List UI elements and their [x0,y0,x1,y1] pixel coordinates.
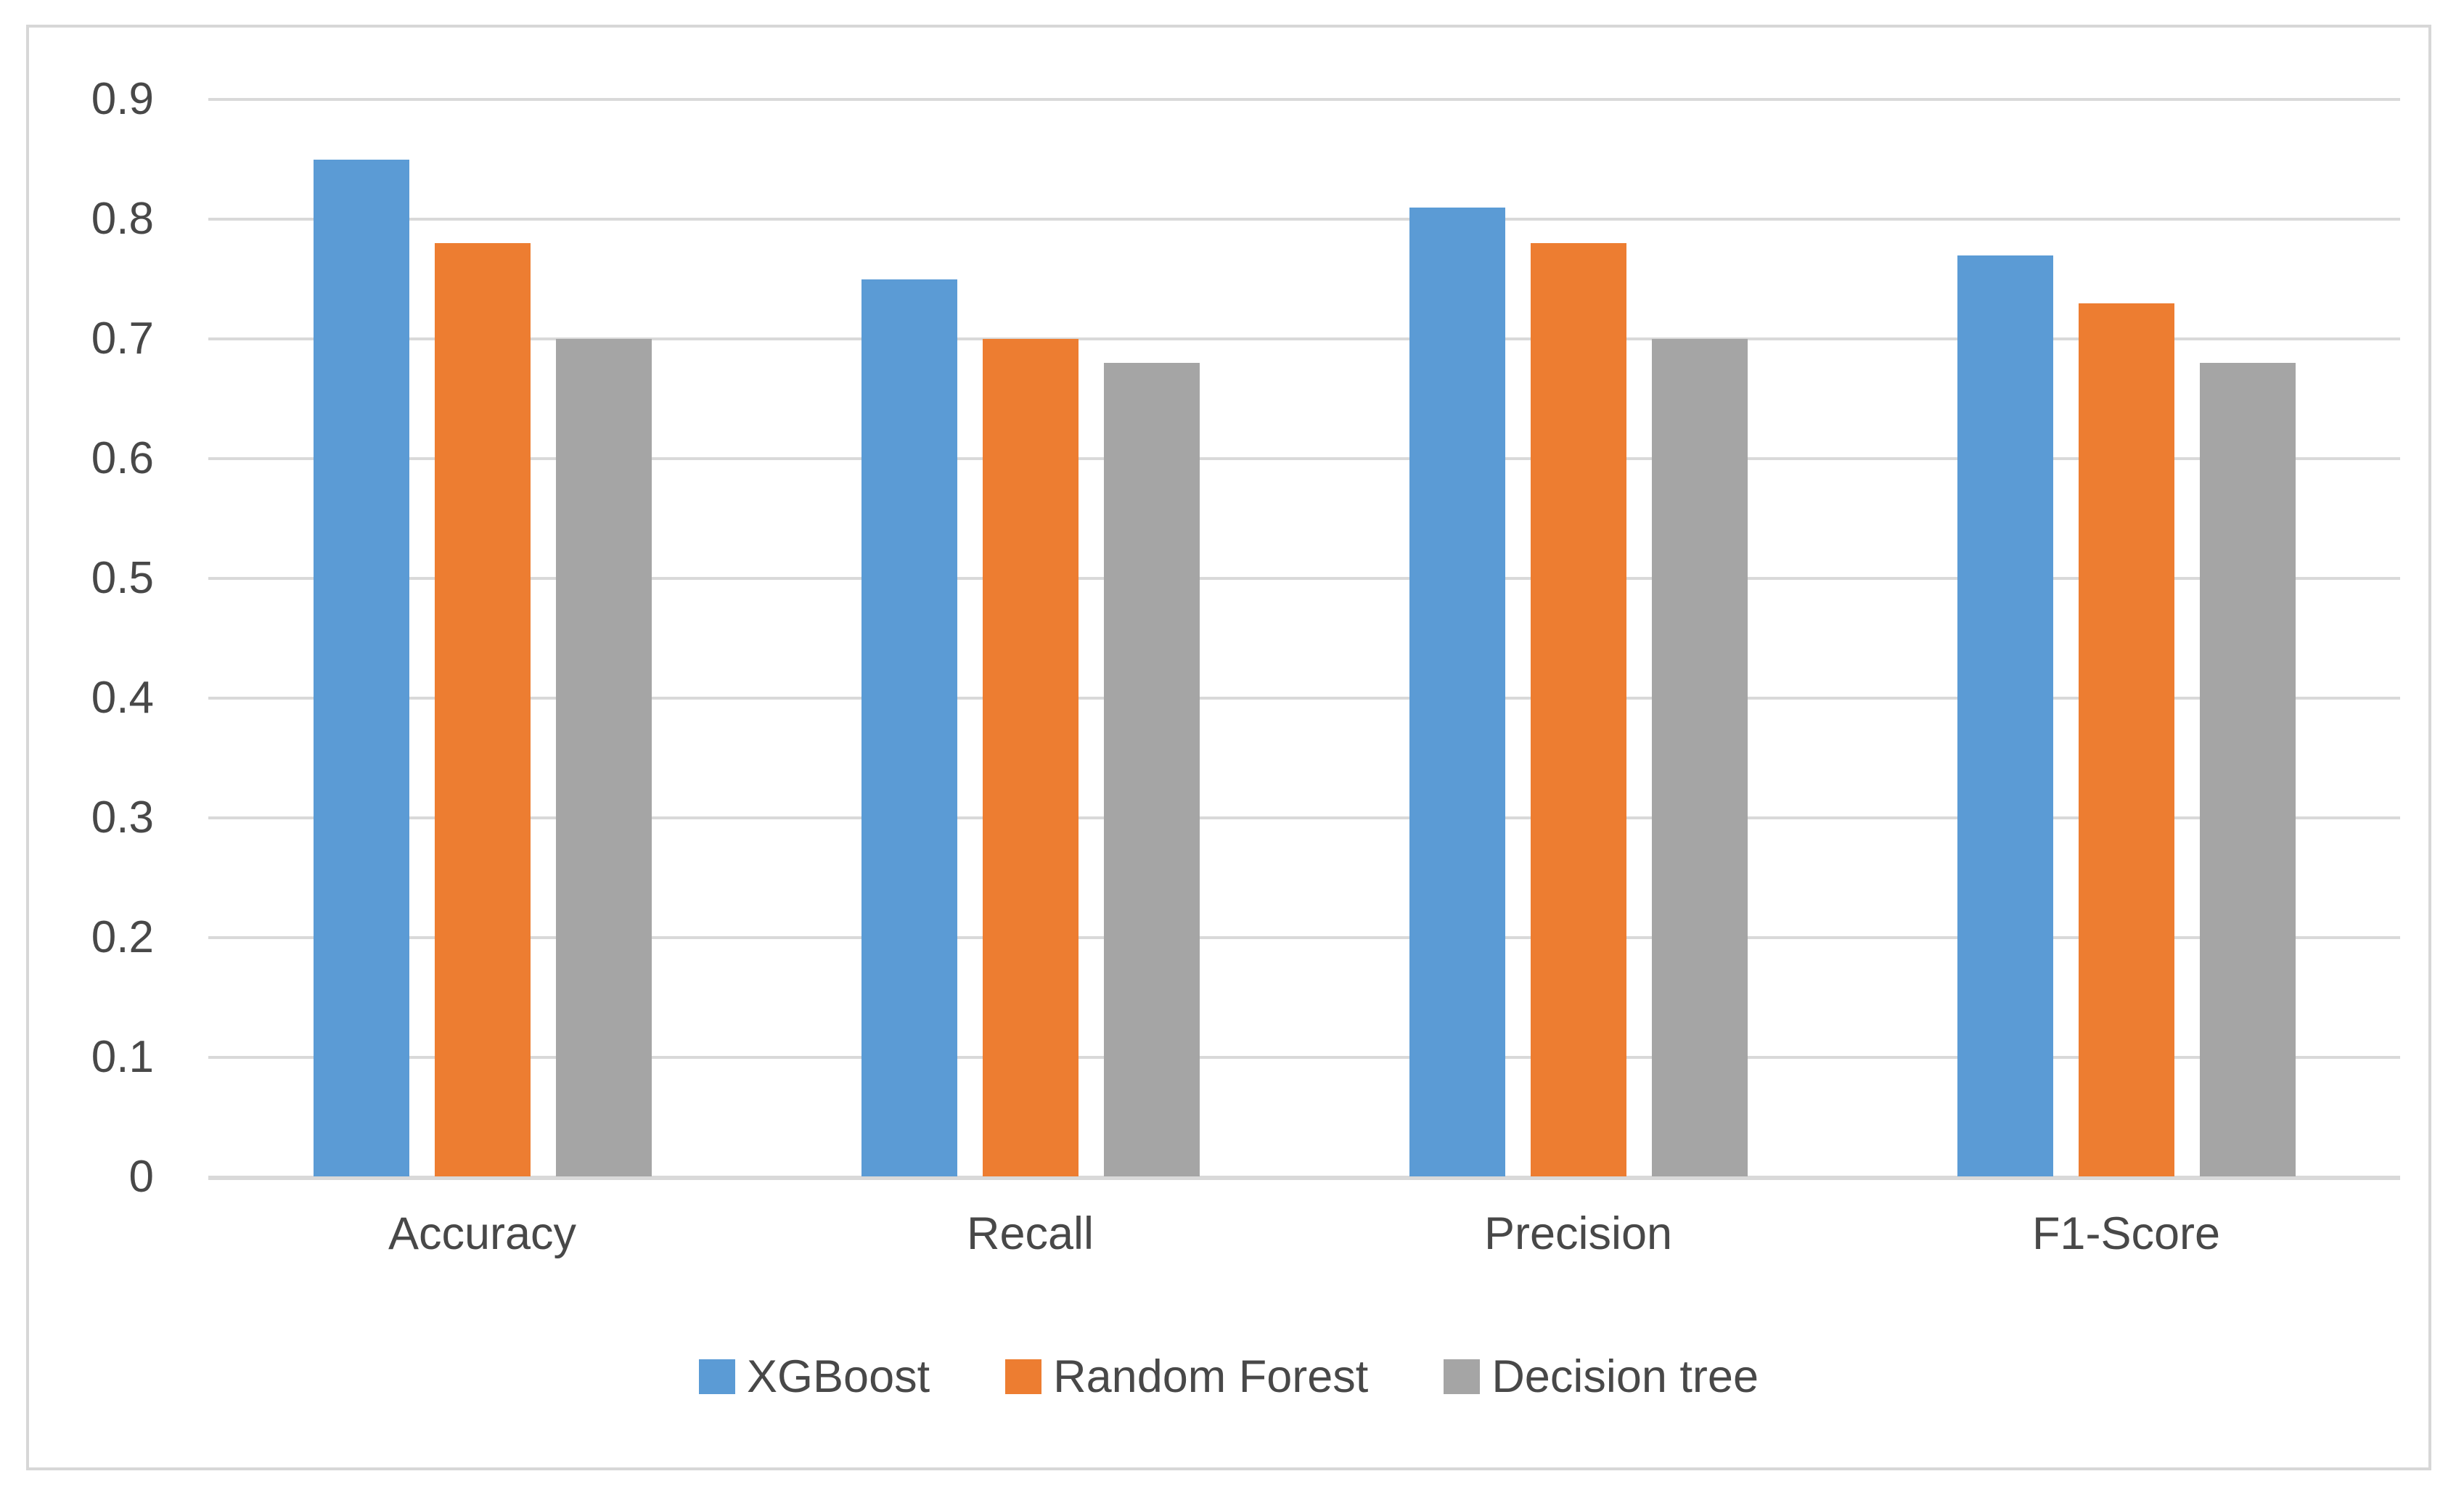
gridline [208,337,2400,340]
legend-item-random-forest: Random Forest [1005,1351,1368,1403]
gridline [208,218,2400,221]
y-axis-tick-label: 0.8 [91,194,154,244]
gridline [208,1056,2400,1059]
bar-random-forest-accuracy [434,243,531,1176]
x-axis-line [208,1176,2400,1180]
y-axis-tick-label: 0.7 [91,314,154,364]
legend-item-decision-tree: Decision tree [1444,1351,1759,1403]
legend-swatch-icon [1444,1359,1481,1394]
x-axis-category-label: F1-Score [2031,1208,2221,1259]
gridline [208,816,2400,819]
legend-item-label: Random Forest [1053,1351,1369,1402]
y-axis-tick-label: 0.6 [91,433,154,483]
x-axis-category-label: Accuracy [388,1208,577,1259]
bar-decision-tree-recall [1103,363,1200,1176]
y-axis-tick-label: 0.5 [91,553,154,603]
gridline [208,936,2400,939]
y-axis-tick-label: 0.2 [91,912,154,962]
legend-item-label: XGBoost [747,1351,930,1402]
bar-random-forest-f1-score [2078,303,2174,1176]
y-axis-tick-label: 0.4 [91,673,154,723]
legend-swatch-icon [699,1359,736,1394]
gridline [208,697,2400,700]
bar-decision-tree-accuracy [555,339,652,1176]
bar-xgboost-accuracy [313,159,409,1176]
bar-xgboost-f1-score [1957,255,2053,1176]
bar-random-forest-precision [1530,243,1626,1176]
gridline [208,98,2400,101]
y-axis-tick-label: 0.1 [91,1032,154,1082]
gridline [208,457,2400,460]
legend-swatch-icon [1005,1359,1042,1394]
legend: XGBoost Random Forest Decision tree [26,1344,2431,1409]
bar-decision-tree-precision [1651,339,1748,1176]
bar-random-forest-recall [982,339,1078,1176]
legend-item-label: Decision tree [1491,1351,1759,1402]
y-axis-tick-label: 0.3 [91,792,154,843]
bar-xgboost-precision [1409,207,1505,1176]
gridline [208,577,2400,580]
y-axis-tick-label: 0.9 [91,74,154,124]
bar-xgboost-recall [861,279,957,1176]
x-axis-category-label: Recall [966,1208,1094,1259]
bar-decision-tree-f1-score [2199,363,2296,1176]
x-axis-category-label: Precision [1483,1208,1673,1259]
y-axis-tick-label: 0 [128,1152,154,1202]
legend-item-xgboost: XGBoost [699,1351,930,1403]
